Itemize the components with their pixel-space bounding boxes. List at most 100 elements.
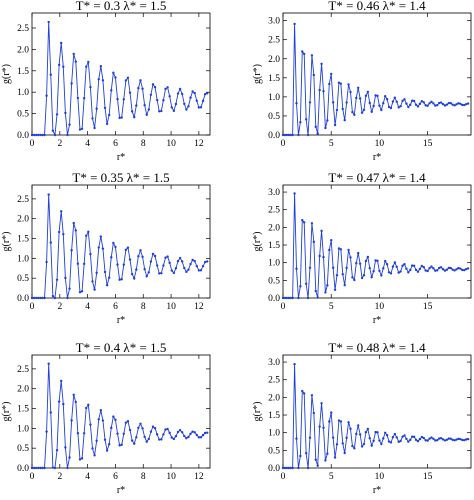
data-point	[434, 269, 437, 272]
data-point	[391, 435, 395, 439]
x-tick-label: 15	[423, 472, 433, 482]
data-point	[64, 276, 67, 280]
data-point	[412, 264, 416, 267]
data-point	[335, 108, 339, 112]
data-point	[112, 71, 115, 75]
data-point	[447, 101, 451, 105]
data-point	[432, 267, 435, 270]
data-point	[107, 113, 111, 117]
data-point	[295, 267, 298, 270]
data-point	[370, 110, 373, 113]
data-point	[53, 466, 57, 470]
data-point	[172, 109, 176, 113]
data-point	[178, 87, 182, 91]
data-point	[45, 430, 48, 433]
data-point	[283, 296, 287, 300]
data-point	[335, 273, 339, 277]
data-point	[455, 103, 458, 106]
data-point	[135, 436, 138, 439]
data-point	[430, 100, 433, 103]
data-point	[306, 296, 310, 300]
x-tick-label: 10	[166, 472, 176, 482]
data-point	[389, 106, 393, 110]
data-point	[76, 262, 80, 265]
data-point	[62, 65, 65, 68]
data-point	[128, 428, 132, 432]
data-point	[164, 87, 167, 91]
data-point	[78, 458, 82, 461]
data-point	[82, 262, 86, 266]
data-point	[203, 431, 207, 435]
data-point	[30, 133, 34, 137]
data-point	[297, 466, 300, 470]
x-tick-label: 0	[281, 472, 286, 482]
data-point	[424, 439, 427, 442]
data-point	[443, 269, 447, 272]
data-point	[403, 98, 406, 101]
data-point	[291, 133, 294, 137]
data-point	[414, 103, 418, 106]
y-axis-label: g(r*)	[1, 64, 12, 84]
data-point	[428, 437, 431, 440]
data-point	[397, 106, 400, 109]
data-point	[72, 52, 75, 56]
data-point	[57, 63, 61, 67]
data-point	[409, 103, 412, 107]
x-tick-label: 10	[166, 139, 176, 149]
data-point	[372, 439, 375, 442]
data-point	[353, 447, 356, 450]
data-point	[122, 432, 125, 435]
data-point	[195, 264, 198, 268]
data-point	[357, 86, 360, 90]
data-point	[49, 241, 52, 244]
data-point	[295, 102, 298, 105]
data-point	[441, 267, 445, 271]
data-point	[166, 255, 169, 258]
data-point	[378, 439, 381, 442]
y-tick-label: 1.5	[268, 411, 280, 421]
y-tick-label: 0.0	[17, 131, 29, 141]
data-point	[378, 269, 381, 273]
data-point	[347, 421, 350, 424]
data-point	[133, 115, 136, 119]
data-point	[355, 432, 358, 436]
data-point	[149, 260, 153, 263]
data-point	[401, 99, 404, 103]
data-point	[47, 20, 50, 24]
data-point	[374, 94, 377, 97]
data-point	[49, 73, 52, 76]
data-point	[466, 437, 470, 441]
data-point	[287, 296, 290, 300]
data-point	[101, 79, 105, 82]
data-point	[112, 241, 115, 245]
data-point	[55, 449, 59, 452]
data-point	[459, 267, 462, 270]
data-point	[424, 104, 427, 107]
plot-frame	[31, 12, 211, 136]
x-tick-label: 4	[85, 302, 90, 312]
plot-frame	[282, 12, 472, 136]
data-point	[68, 287, 71, 290]
data-point	[43, 466, 46, 470]
data-point	[145, 275, 148, 278]
data-point	[383, 259, 387, 263]
data-point	[343, 451, 346, 455]
data-point	[324, 291, 327, 294]
data-point	[285, 133, 289, 137]
data-point	[316, 296, 319, 299]
data-point	[97, 78, 100, 81]
data-point	[418, 102, 422, 106]
data-point	[41, 466, 44, 470]
data-point	[122, 263, 125, 266]
series-line	[283, 364, 469, 469]
data-point	[349, 427, 352, 431]
data-point	[341, 273, 344, 276]
data-point	[357, 251, 360, 255]
data-point	[426, 439, 429, 442]
data-point	[66, 296, 69, 300]
data-point	[37, 466, 40, 470]
x-tick-label: 8	[141, 302, 146, 312]
y-tick-label: 3.0	[268, 358, 280, 368]
data-point	[333, 123, 337, 127]
y-tick-label: 1.5	[17, 67, 29, 77]
